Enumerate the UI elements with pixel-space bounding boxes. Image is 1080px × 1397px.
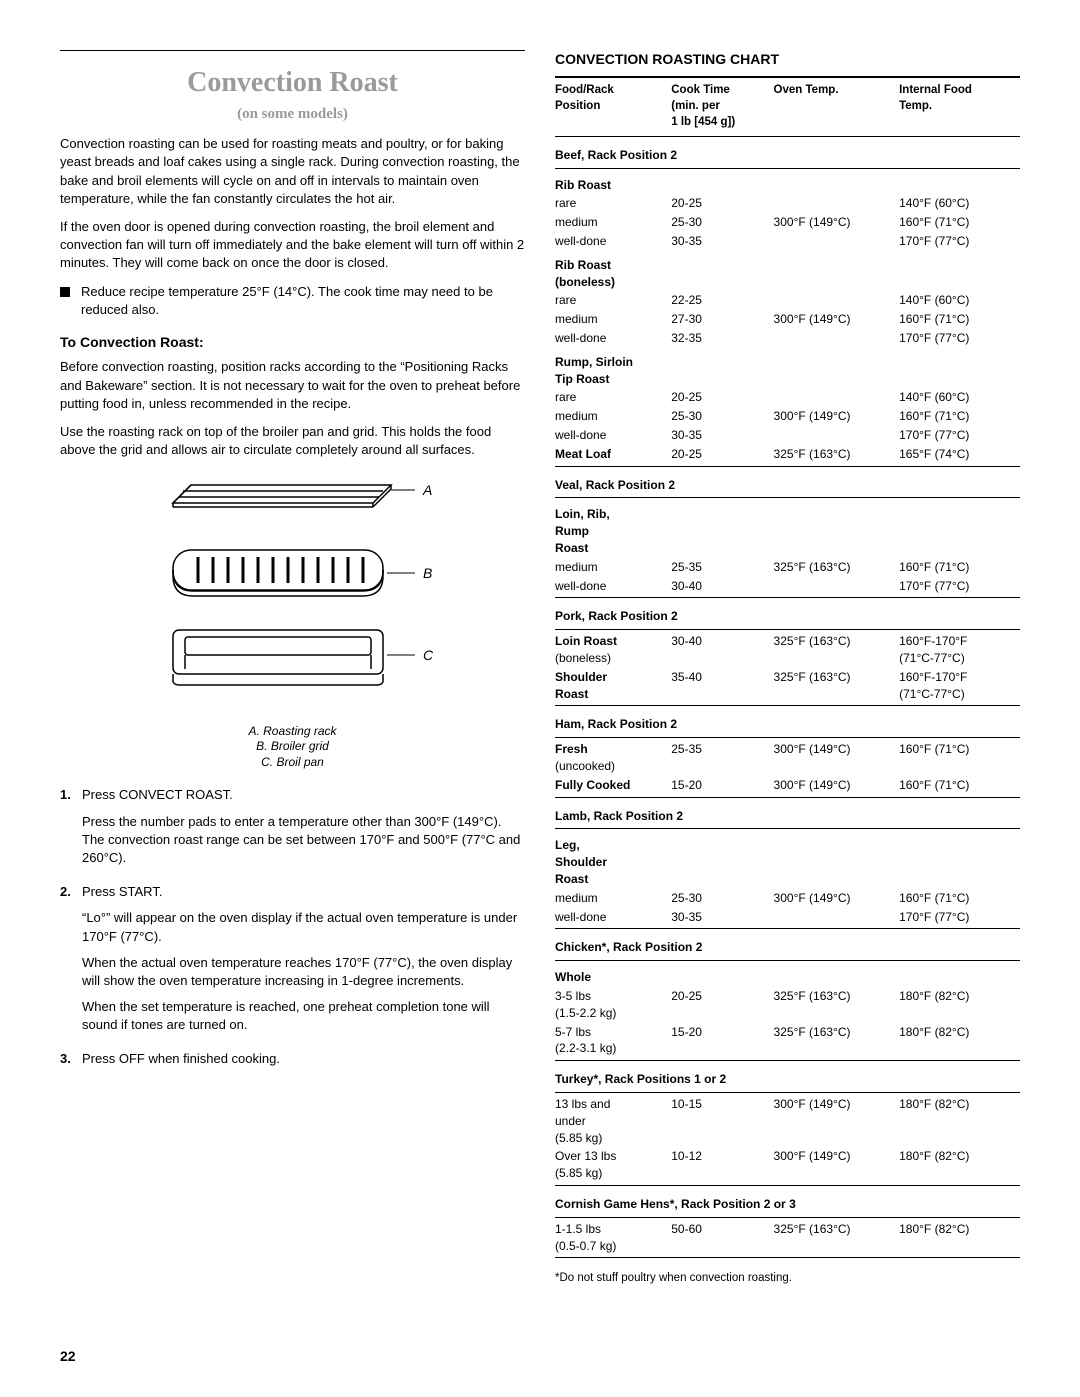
step-3: 3. Press OFF when finished cooking. [60, 1050, 525, 1076]
bullet-item: Reduce recipe temperature 25°F (14°C). T… [60, 283, 525, 319]
chart-title: CONVECTION ROASTING CHART [555, 50, 1020, 70]
para-3: Before convection roasting, position rac… [60, 358, 525, 413]
svg-text:C: C [423, 647, 434, 663]
title: Convection Roast [60, 63, 525, 102]
section-heading: To Convection Roast: [60, 333, 525, 353]
chart-footnote: *Do not stuff poultry when convection ro… [555, 1270, 1020, 1286]
left-column: Convection Roast (on some models) Convec… [60, 50, 525, 1286]
diagram-caption: A. Roasting rack B. Broiler grid C. Broi… [60, 724, 525, 771]
svg-text:B: B [423, 565, 432, 581]
svg-text:A: A [422, 482, 432, 498]
intro-para-1: Convection roasting can be used for roas… [60, 135, 525, 208]
para-4: Use the roasting rack on top of the broi… [60, 423, 525, 459]
bullet-text: Reduce recipe temperature 25°F (14°C). T… [81, 283, 525, 319]
square-bullet-icon [60, 287, 70, 297]
subtitle: (on some models) [60, 104, 525, 125]
roasting-rack-diagram: A [60, 475, 525, 715]
right-column: CONVECTION ROASTING CHART Food/RackPosit… [555, 50, 1020, 1286]
roasting-chart-table: Food/RackPosition Cook Time(min. per1 lb… [555, 78, 1020, 1261]
step-2: 2. Press START. “Lo°” will appear on the… [60, 883, 525, 1042]
step-1: 1. Press CONVECT ROAST. Press the number… [60, 786, 525, 875]
page-number: 22 [60, 1347, 76, 1367]
intro-para-2: If the oven door is opened during convec… [60, 218, 525, 273]
